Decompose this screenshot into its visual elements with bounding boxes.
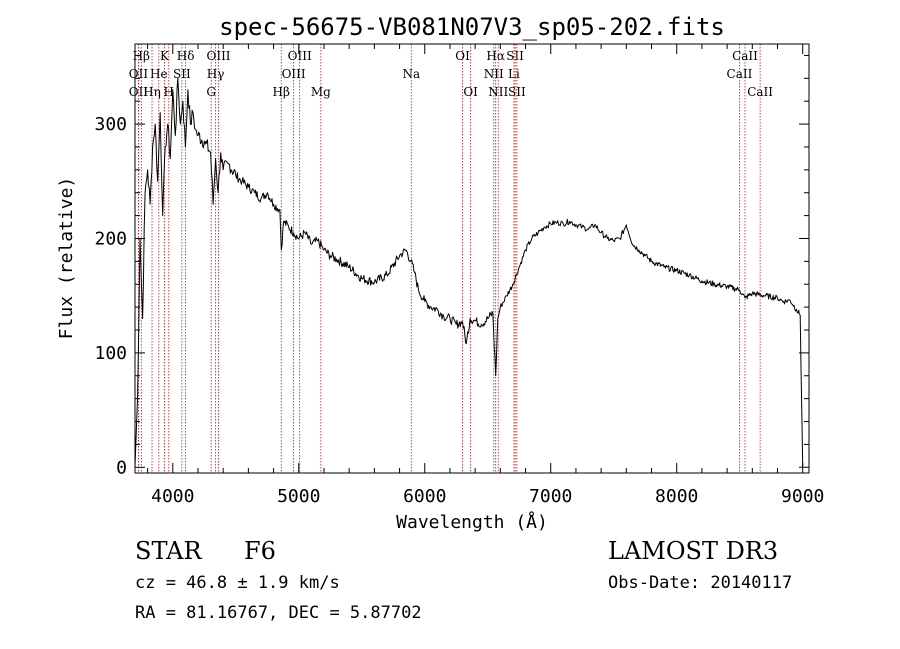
line-marker-label-25: NII xyxy=(488,85,508,99)
x-axis: 4000 5000 6000 7000 8000 9000 xyxy=(147,44,824,507)
line-marker-label-14: Na xyxy=(402,67,420,81)
object-class: STAR xyxy=(135,537,202,565)
y-tick-label-100: 100 xyxy=(94,343,127,364)
line-marker-label-7: SII xyxy=(506,49,524,63)
line-marker-label-5: OI xyxy=(455,49,470,63)
line-marker-label-15: NII xyxy=(484,67,504,81)
observation-date: Obs-Date: 20140117 xyxy=(608,573,793,593)
line-marker-label-8: CaII xyxy=(732,49,758,63)
chart-title: spec-56675-VB081N07V3_sp05-202.fits xyxy=(219,13,725,41)
line-marker-label-10: He xyxy=(150,67,168,81)
y-tick-label-0: 0 xyxy=(116,457,127,478)
line-marker-label-0: Hβ xyxy=(133,49,150,63)
redshift-value: cz = 46.8 ± 1.9 km/s xyxy=(135,573,340,593)
line-marker-label-26: SII xyxy=(508,85,526,99)
line-marker-label-23: Mg xyxy=(311,85,331,99)
plot-frame xyxy=(134,43,810,474)
line-marker-label-17: CaII xyxy=(727,67,753,81)
survey-name: LAMOST DR3 xyxy=(608,537,779,565)
line-marker-label-27: CaII xyxy=(747,85,773,99)
x-tick-label-7000: 7000 xyxy=(529,486,572,507)
spectrum-line xyxy=(134,77,804,468)
line-marker-label-6: Hα xyxy=(486,49,505,63)
line-marker-label-2: Hδ xyxy=(177,49,195,63)
line-marker-label-4: OIII xyxy=(288,49,312,63)
object-subclass: F6 xyxy=(244,537,276,565)
coordinates: RA = 81.16767, DEC = 5.87702 xyxy=(135,603,422,623)
line-marker-label-24: OI xyxy=(463,85,478,99)
line-marker-label-3: OIII xyxy=(206,49,230,63)
x-axis-label: Wavelength (Å) xyxy=(396,511,548,533)
line-marker-label-12: Hγ xyxy=(207,67,225,81)
line-marker-label-19: Hη xyxy=(143,85,161,99)
line-marker-label-21: G xyxy=(206,85,216,99)
y-tick-label-200: 200 xyxy=(94,228,127,249)
line-marker-label-16: Li xyxy=(508,67,520,81)
line-marker-label-20: H xyxy=(164,85,174,99)
y-axis: 0 100 200 300 xyxy=(94,54,809,478)
line-marker-label-22: Hβ xyxy=(273,85,290,99)
x-tick-label-5000: 5000 xyxy=(277,486,320,507)
x-tick-label-4000: 4000 xyxy=(151,486,194,507)
line-marker-label-13: OIII xyxy=(282,67,306,81)
spectrum-layer xyxy=(134,77,804,468)
line-marker-label-1: K xyxy=(160,49,170,63)
x-tick-label-8000: 8000 xyxy=(655,486,698,507)
y-axis-label: Flux (relative) xyxy=(56,177,77,340)
line-marker-label-11: SII xyxy=(173,67,191,81)
y-tick-label-300: 300 xyxy=(94,114,127,135)
line-marker-label-18: OII xyxy=(129,85,149,99)
x-tick-label-6000: 6000 xyxy=(403,486,446,507)
x-tick-label-9000: 9000 xyxy=(781,486,824,507)
